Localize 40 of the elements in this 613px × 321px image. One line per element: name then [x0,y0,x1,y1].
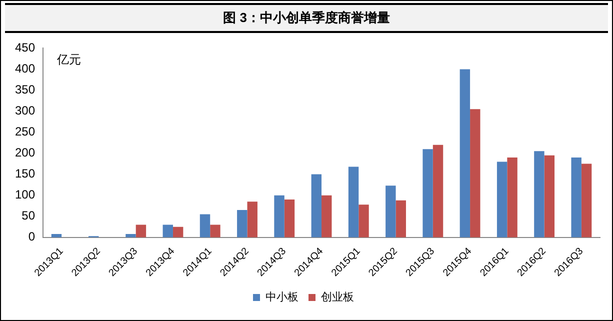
y-tick-label: 300 [14,104,36,118]
bar [432,144,444,238]
bar [200,214,210,238]
legend-label: 中小板 [266,290,298,304]
y-tick-label: 450 [14,40,36,55]
bar [581,164,592,238]
y-tick-label: 100 [14,188,36,202]
y-tick-label: 0 [28,230,36,244]
bar [210,224,220,238]
bar [396,200,406,238]
bar [237,210,248,238]
chart-title: 图 3：中小创单季度商誉增量 [5,3,608,33]
bar [126,234,136,238]
y-tick-label: 400 [14,62,36,76]
bar [274,195,284,238]
bar [544,155,555,238]
y-tick-label: 150 [14,166,36,181]
bar [358,204,369,238]
legend-label: 创业板 [321,290,354,304]
bar [507,157,518,238]
y-tick-label: 200 [14,146,36,160]
bar [496,162,508,238]
bar [470,109,480,238]
bar [534,151,544,238]
bar [348,166,359,238]
bar [322,195,332,238]
bar [284,200,295,238]
bar [422,149,433,238]
bar [136,224,146,238]
bar [311,174,322,238]
bar [386,186,396,238]
bar [162,224,173,238]
y-tick-label: 350 [14,82,36,97]
bar [571,157,582,238]
bar [172,226,184,238]
y-axis-title: 亿元 [56,52,82,67]
bar [247,202,258,238]
y-tick-label: 50 [22,208,36,223]
bar [460,69,470,238]
y-tick-label: 250 [14,124,36,139]
